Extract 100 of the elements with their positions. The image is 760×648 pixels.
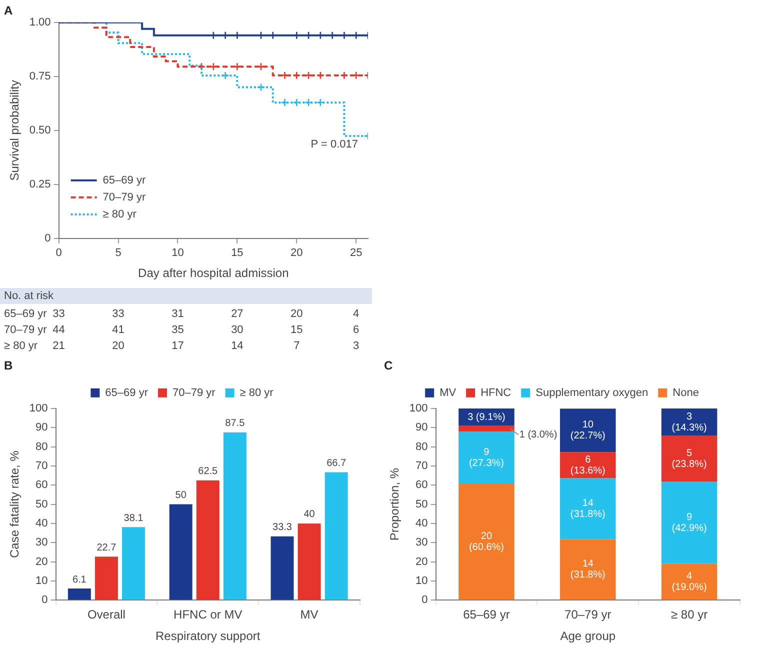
text: 44 [52,323,65,338]
y-tick-label: 10 [36,575,48,588]
x-tick-label: 20 [290,247,303,260]
data-label: 6 (13.6%) [570,454,606,476]
x-tick-label: HFNC or MV [174,608,242,622]
y-tick-label: 40 [416,518,428,530]
y-tick-label: 90 [36,422,48,434]
legend-label: MV [440,386,457,399]
data-label: 33.3 [272,522,292,534]
y-axis-title: Case fatality rate, % [8,450,22,558]
y-axis-title: Survival probability [8,80,22,181]
text: 6 [353,323,360,338]
bar [196,480,220,600]
y-tick-label: 70 [36,460,48,472]
data-label: 3 (9.1%) [468,412,506,423]
x-tick-label: 15 [231,247,244,260]
y-tick-label: 1.00 [29,16,51,28]
y-tick-label: 20 [416,556,428,568]
x-axis-title: Age group [560,629,616,644]
bar [661,481,718,564]
x-tick-label: MV [300,608,318,622]
y-tick-label: 60 [416,479,428,492]
y-tick-label: 60 [36,479,48,492]
bar [298,523,321,600]
bar [68,588,91,600]
bar [122,527,145,600]
data-label: 9 (27.3%) [468,447,504,470]
text: 33 [112,307,124,322]
data-label: 87.5 [225,418,246,430]
y-axis-title: Proportion, % [388,468,402,541]
legend-label: ≥ 80 yr [240,386,274,399]
data-label: 20 (60.6%) [468,531,504,554]
text: 15 [290,323,303,338]
text: 31 [172,307,184,322]
legend-label: ≥ 80 yr [102,208,137,220]
legend-label: None [672,386,699,399]
data-label: 9 (42.9%) [672,512,707,534]
y-tick-label: 0 [44,232,51,244]
bar [270,536,294,600]
text: 41 [112,323,124,338]
x-tick-label: 70–79 yr [564,608,612,622]
point [316,71,325,80]
legend-label: 65–69 yr [102,174,146,186]
text: 4 [353,307,360,322]
annotation: P = 0.017 [310,138,358,151]
bar [661,408,718,436]
data-label: 14 (31.8%) [570,558,606,581]
x-tick-label: 65–69 yr [463,608,510,622]
point [221,71,230,80]
bar [169,504,192,600]
y-tick-label: 50 [36,498,48,510]
text: No. at risk [0,288,372,304]
data-label: 38.1 [124,512,144,524]
y-tick-label: 20 [36,556,48,568]
x-tick-label: 0 [56,247,62,260]
text: 33 [52,307,65,322]
category-label: 70–79 yr [4,324,47,336]
x-tick-label: 5 [115,247,122,260]
text: 20 [112,339,124,354]
bar [223,432,246,600]
text: 21 [52,339,65,354]
y-tick-label: 30 [36,536,48,549]
y-tick-label: 10 [416,575,428,588]
x-axis-title: Respiratory support [156,629,261,644]
bar [560,478,616,540]
legend-label: 70–79 yr [172,386,216,399]
x-axis-title: Day after hospital admission [138,266,289,280]
legend-label: 65–69 yr [105,386,148,399]
bar [560,539,616,600]
y-tick-label: 0.50 [29,124,51,136]
bar [458,432,514,484]
legend-label: Supplementary oxygen [536,386,648,399]
data-label: 3 (14.3%) [672,411,707,434]
y-tick-label: 100 [409,402,428,414]
text: 27 [231,307,244,322]
category-label: ≥ 80 yr [4,340,38,352]
bar [661,564,718,600]
bar [458,484,514,600]
bar [458,426,514,432]
y-tick-label: 70 [416,460,428,472]
data-label: 40 [304,509,316,520]
bar [661,436,718,482]
legend-label: HFNC [480,386,512,399]
y-tick-label: 0 [422,594,428,606]
y-tick-label: 90 [416,422,428,434]
point [292,71,301,80]
legend-label: 70–79 yr [102,191,146,204]
category-label: 65–69 yr [4,308,47,320]
chart-title: B [4,358,13,373]
x-tick-label: 25 [350,247,362,260]
data-label: 5 (23.8%) [672,448,707,470]
chart-title: C [384,358,393,373]
y-tick-label: 50 [416,498,428,510]
x-tick-label: ≥ 80 yr [670,608,708,622]
bar [324,472,348,600]
y-tick-label: 80 [36,440,48,453]
y-tick-label: 100 [29,402,48,414]
data-label: 6.1 [72,574,87,586]
y-tick-label: 0.25 [29,178,51,190]
data-label: 4 (19.0%) [672,570,707,593]
